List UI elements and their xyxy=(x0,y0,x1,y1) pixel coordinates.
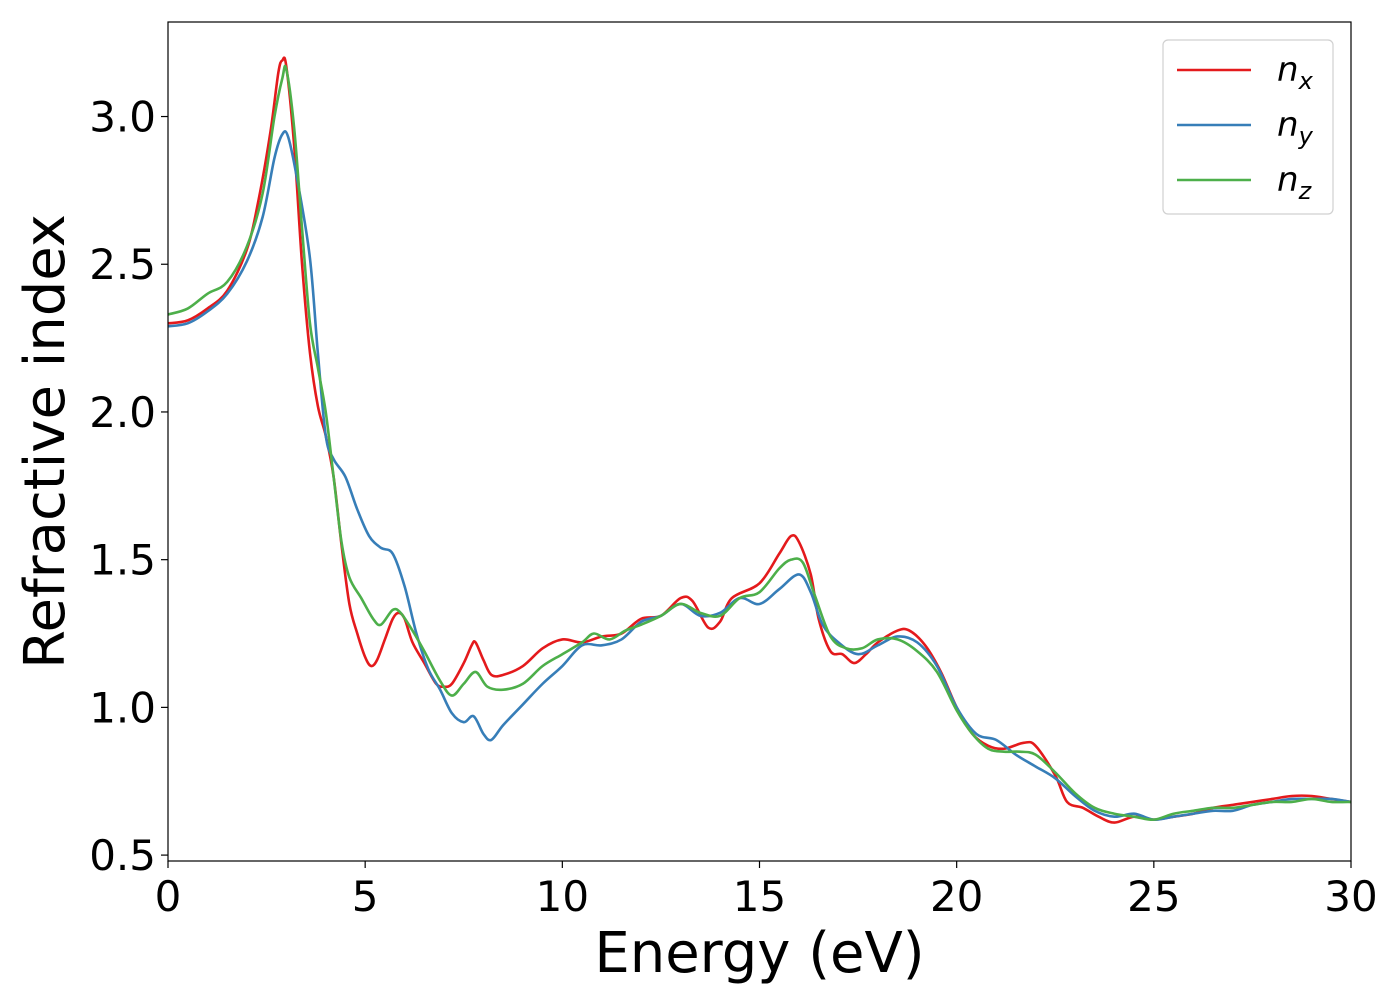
x-axis: 0 5 10 15 20 25 30 xyxy=(155,861,1378,921)
legend-label-nz: nz xyxy=(1277,160,1313,205)
series-layer xyxy=(168,56,1351,824)
x-tick-label: 5 xyxy=(352,872,379,921)
y-tick-label: 2.5 xyxy=(89,240,156,289)
x-tick-label: 25 xyxy=(1127,872,1180,921)
x-tick-label: 15 xyxy=(733,872,786,921)
series-line-nz xyxy=(168,64,1351,821)
y-axis-title: Refractive index xyxy=(13,214,78,669)
x-axis-title: Energy (eV) xyxy=(594,921,924,986)
legend-box xyxy=(1162,39,1334,215)
y-tick-label: 1.0 xyxy=(89,683,156,732)
y-tick-label: 0.5 xyxy=(89,831,156,880)
y-tick-label: 2.0 xyxy=(89,388,156,437)
x-tick-label: 10 xyxy=(536,872,589,921)
legend: nx ny nz xyxy=(1162,39,1334,215)
x-tick-label: 20 xyxy=(930,872,983,921)
y-tick-label: 1.5 xyxy=(89,536,156,585)
x-tick-label: 0 xyxy=(155,872,182,921)
y-axis: 0.5 1.0 1.5 2.0 2.5 3.0 xyxy=(89,93,168,880)
y-tick-label: 3.0 xyxy=(89,93,156,142)
legend-label-nx: nx xyxy=(1277,50,1314,95)
legend-label-ny: ny xyxy=(1277,105,1314,150)
series-line-ny xyxy=(168,130,1351,821)
x-tick-label: 30 xyxy=(1324,872,1377,921)
